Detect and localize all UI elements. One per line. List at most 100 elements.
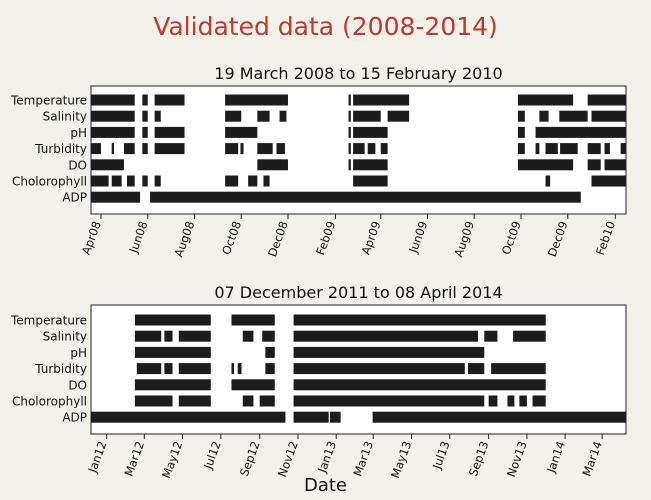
panel-1-segment-turbidity xyxy=(587,143,601,155)
x-axis-label: Date xyxy=(303,475,348,496)
panel-2-x-tick-label: Jan12 xyxy=(85,439,110,475)
panel-1-segment-do xyxy=(353,159,388,171)
panel-1-segment-turbidity xyxy=(111,143,114,155)
panel-1-segment-ph xyxy=(142,126,148,138)
panel-1-segment-ph xyxy=(154,126,185,138)
panel-2-x-tick-label: Sep13 xyxy=(466,439,492,478)
panel-2-segment-cholorophyll xyxy=(242,395,254,407)
panel-1-segment-turbidity xyxy=(348,143,351,155)
panel-2-segment-cholorophyll xyxy=(134,395,173,407)
panel-1-segment-turbidity xyxy=(91,143,101,155)
panel-2-x-tick-label: Mar12 xyxy=(122,439,148,478)
panel-1-segment-temperature xyxy=(91,94,135,106)
panel-1-x-tick-label: Dec08 xyxy=(265,219,291,258)
panel-2-x-tick-label: Jul12 xyxy=(200,439,223,472)
panel-2-segment-temperature xyxy=(293,314,546,326)
panel-1-segment-salinity xyxy=(539,110,549,122)
panel-1-x-tick-label: Dec09 xyxy=(545,219,571,258)
panel-1-segment-cholorophyll xyxy=(248,175,258,187)
panel-1-segment-turbidity xyxy=(353,143,365,155)
panel-1-segment-salinity xyxy=(257,110,270,122)
panel-1-x-tick-label: Aug08 xyxy=(171,219,197,259)
panel-1-segment-salinity xyxy=(154,110,161,122)
panel-1-segment-turbidity xyxy=(604,143,610,155)
panel-2-x-tick-label: Jul13 xyxy=(429,439,452,472)
panel-1-category-label: DO xyxy=(68,158,87,172)
panel-2-segment-do xyxy=(134,379,211,391)
panel-1-segment-turbidity xyxy=(367,143,376,155)
panel-1-x-tick-label: Aug09 xyxy=(451,219,477,259)
panel-2-segment-salinity xyxy=(513,330,546,342)
panel-2-segment-temperature xyxy=(134,314,211,326)
panel-2-category-label: Turbidity xyxy=(34,362,87,376)
panel-2-segment-cholorophyll xyxy=(488,395,498,407)
panel-2-title: 07 December 2011 to 08 April 2014 xyxy=(214,283,503,302)
panel-1-segment-temperature xyxy=(587,94,626,106)
panel-2-segment-turbidity xyxy=(467,363,485,375)
panel-1-x-tick-label: Feb10 xyxy=(593,219,618,257)
panel-2-segment-ph xyxy=(293,346,485,358)
panel-1-segment-turbidity xyxy=(620,143,626,155)
panel-1-segment-cholorophyll xyxy=(127,175,135,187)
panel-1-segment-adp xyxy=(150,191,581,203)
panel-1-x-tick-label: Apr09 xyxy=(359,219,384,256)
panel-2-segment-turbidity xyxy=(265,363,275,375)
panel-1-segment-cholorophyll xyxy=(225,175,239,187)
panel-2-x-tick-label: Sep12 xyxy=(237,439,263,478)
panel-1-segment-cholorophyll xyxy=(263,175,270,187)
panel-1-segment-turbidity xyxy=(276,143,285,155)
panel-1-segment-do xyxy=(348,159,351,171)
panel-2-segment-salinity xyxy=(293,330,478,342)
panel-1-segment-salinity xyxy=(142,110,148,122)
panel-1-segment-turbidity xyxy=(560,143,578,155)
panel-2-segment-salinity xyxy=(484,330,498,342)
panel-1-segment-do xyxy=(604,159,626,171)
panel-1-segment-do xyxy=(257,159,288,171)
panel-1-segment-turbidity xyxy=(142,143,148,155)
panel-2-segment-salinity xyxy=(262,330,275,342)
panel-2-category-label: ADP xyxy=(62,411,87,425)
panel-1-segment-cholorophyll xyxy=(111,175,122,187)
panel-1-segment-turbidity xyxy=(240,143,244,155)
panel-2-segment-do xyxy=(293,379,546,391)
panel-2-segment-turbidity xyxy=(164,363,173,375)
panel-1-segment-ph xyxy=(535,126,626,138)
panel-1-category-label: Salinity xyxy=(43,110,87,124)
panel-1-segment-turbidity xyxy=(257,143,273,155)
panel-2-x-tick-label: Nov13 xyxy=(504,439,530,479)
panel-1-category-label: ADP xyxy=(62,191,87,205)
panel-1-segment-turbidity xyxy=(545,143,558,155)
panel-1-segment-salinity xyxy=(225,110,242,122)
panel-1-segment-salinity xyxy=(559,110,588,122)
panel-2-x-tick-label: May12 xyxy=(159,439,185,480)
panel-1-segment-salinity xyxy=(387,110,410,122)
panel-1-segment-turbidity xyxy=(380,143,388,155)
panel-1-segment-salinity xyxy=(91,110,135,122)
panel-1-segment-ph xyxy=(353,126,388,138)
panel-1-segment-cholorophyll xyxy=(591,175,626,187)
panel-2-segment-adp xyxy=(91,411,286,423)
panel-2-x-tick-label: Mar13 xyxy=(350,439,376,478)
panel-2-segment-salinity xyxy=(134,330,162,342)
panel-2-segment-cholorophyll xyxy=(293,395,485,407)
panel-1-segment-temperature xyxy=(142,94,148,106)
panel-1-segment-cholorophyll xyxy=(91,175,109,187)
panel-1-segment-cholorophyll xyxy=(142,175,148,187)
panel-1-segment-temperature xyxy=(225,94,288,106)
panel-2-segment-ph xyxy=(134,346,211,358)
panel-1-x-tick-label: Apr08 xyxy=(79,219,104,256)
panel-1-segment-turbidity xyxy=(123,143,135,155)
panel-1-segment-do xyxy=(517,159,574,171)
panel-2-segment-cholorophyll xyxy=(532,395,546,407)
panel-2-category-label: Temperature xyxy=(10,314,87,328)
panel-1-segment-do xyxy=(91,159,124,171)
panel-1-segment-turbidity xyxy=(535,143,540,155)
panel-2-x-tick-label: Nov12 xyxy=(275,439,301,479)
panel-1-segment-ph xyxy=(517,126,525,138)
panel-1-segment-cholorophyll xyxy=(545,175,551,187)
panel-1-segment-cholorophyll xyxy=(353,175,388,187)
panel-2-segment-turbidity xyxy=(293,363,465,375)
chart-main-title: Validated data (2008-2014) xyxy=(153,12,498,41)
panel-1-x-tick-label: Jun08 xyxy=(126,219,151,255)
panel-1-segment-ph xyxy=(225,126,258,138)
